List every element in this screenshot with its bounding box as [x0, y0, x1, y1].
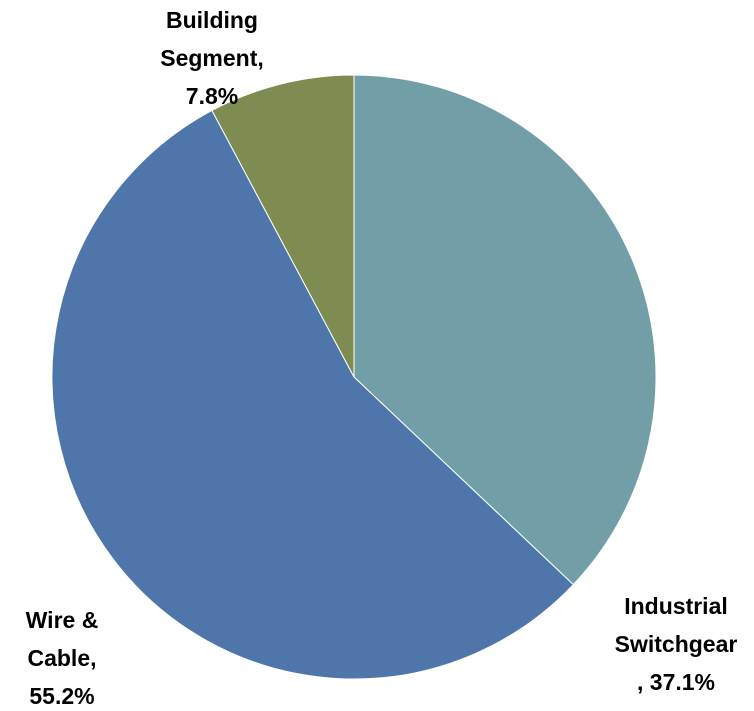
data-label-line: Wire & — [26, 607, 99, 633]
pie-slice — [211, 74, 355, 378]
data-label: Wire & Cable, 55.2% — [26, 607, 99, 709]
data-label-line: Industrial — [624, 593, 728, 619]
pie-slice — [353, 74, 657, 586]
data-label-line: Segment, — [160, 45, 264, 71]
data-label-line: Switchgear — [615, 631, 738, 657]
data-label-line: Building — [166, 7, 258, 33]
data-label-line: , 37.1% — [637, 669, 715, 695]
data-label: Building Segment, 7.8% — [160, 7, 264, 109]
pie-slice — [51, 109, 575, 680]
data-label: Industrial Switchgear , 37.1% — [615, 593, 738, 695]
data-label-line: 55.2% — [29, 683, 94, 709]
data-label-line: 7.8% — [186, 83, 238, 109]
data-label-line: Cable, — [27, 645, 96, 671]
